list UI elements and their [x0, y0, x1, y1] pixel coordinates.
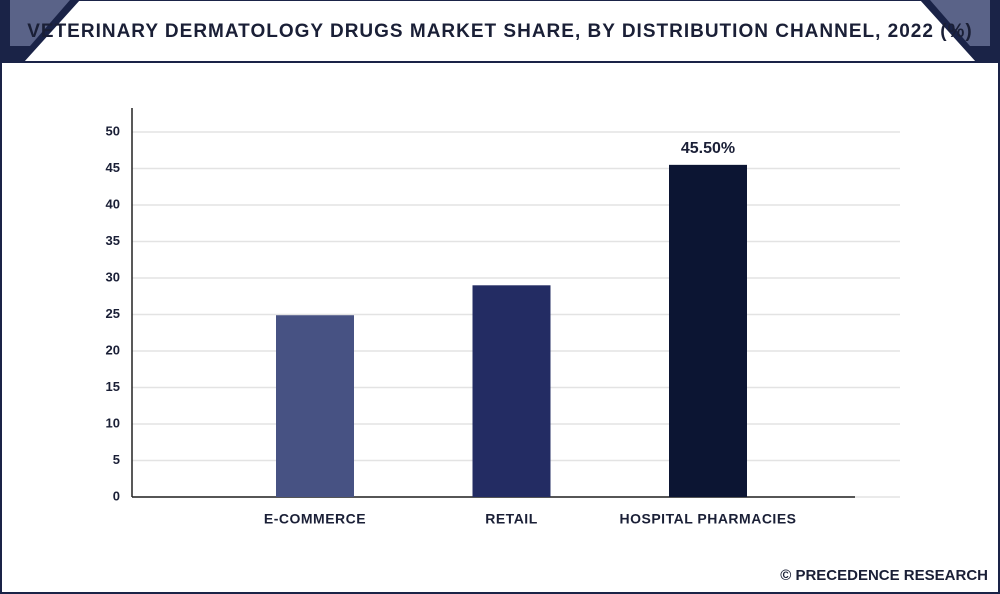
- x-tick-label: RETAIL: [485, 511, 538, 527]
- data-label: 45.50%: [681, 140, 735, 157]
- y-tick-label: 50: [106, 123, 120, 138]
- y-tick-label: 15: [106, 379, 120, 394]
- y-tick-label: 20: [106, 342, 120, 357]
- bar: [669, 164, 747, 497]
- banner-corner: [10, 0, 70, 46]
- y-tick-label: 40: [106, 196, 120, 211]
- x-tick-label: HOSPITAL PHARMACIES: [620, 511, 797, 527]
- x-tick-label: E-COMMERCE: [264, 511, 366, 527]
- bar: [472, 285, 551, 497]
- chart-title: VETERINARY DERMATOLOGY DRUGS MARKET SHAR…: [27, 21, 973, 42]
- bar: [276, 315, 354, 497]
- y-tick-label: 35: [106, 233, 120, 248]
- banner-corner: [930, 0, 990, 46]
- y-tick-label: 0: [113, 488, 120, 503]
- y-tick-label: 45: [106, 160, 120, 175]
- y-tick-label: 10: [106, 415, 120, 430]
- y-tick-label: 25: [106, 306, 120, 321]
- y-tick-label: 30: [106, 269, 120, 284]
- y-tick-label: 5: [113, 452, 120, 467]
- source: © PRECEDENCE RESEARCH: [780, 567, 988, 584]
- title-banner: [0, 0, 1000, 63]
